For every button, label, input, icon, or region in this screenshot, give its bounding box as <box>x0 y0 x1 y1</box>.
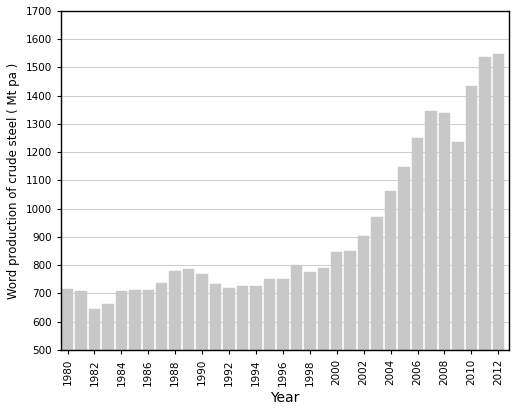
Bar <box>412 138 423 350</box>
Bar <box>62 289 73 350</box>
Bar <box>75 291 87 350</box>
Bar <box>465 87 477 350</box>
Bar <box>264 279 275 350</box>
Bar <box>156 283 168 350</box>
Bar <box>317 268 329 350</box>
Bar <box>291 265 302 350</box>
Bar <box>142 290 154 350</box>
Bar <box>210 284 221 350</box>
Bar <box>493 54 504 350</box>
Bar <box>358 236 369 350</box>
Bar <box>183 269 195 350</box>
Bar <box>345 251 356 350</box>
Y-axis label: Word production of crude steel ( Mt pa ): Word production of crude steel ( Mt pa ) <box>7 62 20 299</box>
Bar <box>116 290 127 350</box>
Bar <box>102 304 114 350</box>
Bar <box>372 217 383 350</box>
Bar <box>425 111 437 350</box>
Bar <box>277 279 288 350</box>
Bar <box>398 167 410 350</box>
Bar <box>89 309 100 350</box>
Bar <box>250 286 262 350</box>
Bar <box>331 252 343 350</box>
Bar <box>304 272 316 350</box>
Bar <box>237 286 248 350</box>
Bar <box>385 191 396 350</box>
X-axis label: Year: Year <box>270 391 300 405</box>
Bar <box>129 290 140 350</box>
Bar <box>169 271 181 350</box>
Bar <box>197 274 208 350</box>
Bar <box>223 288 235 350</box>
Bar <box>479 57 491 350</box>
Bar <box>439 112 450 350</box>
Bar <box>452 142 463 350</box>
